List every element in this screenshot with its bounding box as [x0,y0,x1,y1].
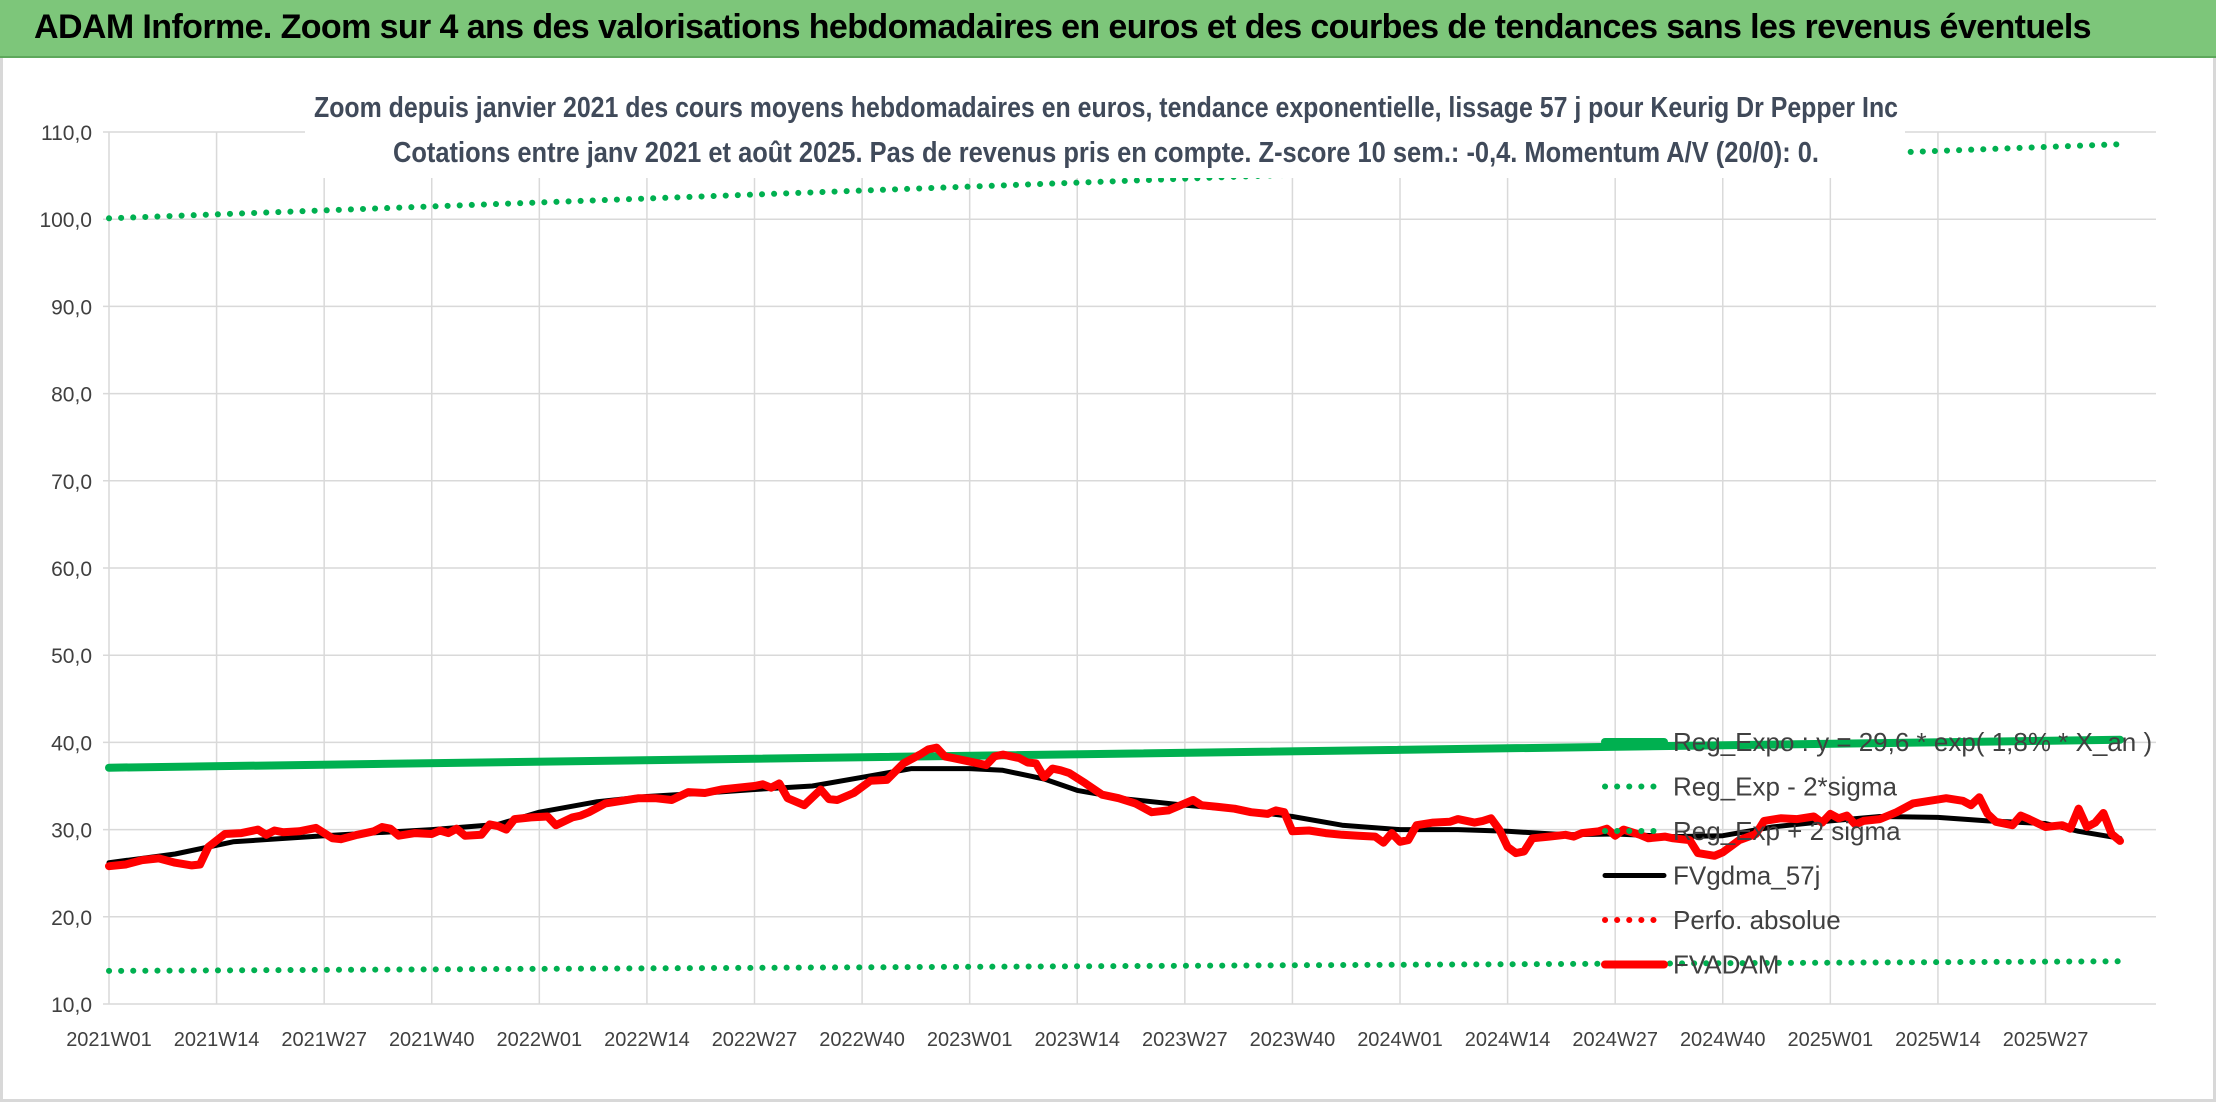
y-tick-label: 110,0 [41,122,92,145]
x-tick-label: 2023W27 [1142,1029,1228,1051]
y-tick-label: 20,0 [51,907,92,930]
y-tick-label: 10,0 [51,994,92,1017]
chart-grid [103,131,2156,1005]
legend-label-3: FVgdma_57j [1673,861,1820,891]
y-tick-label: 70,0 [51,471,92,494]
legend-label-0: Reg_Expo : y = 29,6 * exp( 1,8% * X_an ) [1673,727,2152,757]
y-tick-label: 50,0 [51,645,92,668]
legend-label-2: Reg_Exp + 2 sigma [1673,816,1901,846]
x-tick-label: 2025W14 [1895,1029,1981,1051]
y-tick-label: 100,0 [39,209,92,232]
x-tick-label: 2021W14 [174,1029,260,1051]
legend-label-1: Reg_Exp - 2*sigma [1673,772,1898,802]
x-tick-label: 2021W40 [389,1029,475,1051]
x-tick-label: 2025W01 [1788,1029,1874,1051]
x-tick-label: 2023W40 [1250,1029,1336,1051]
series-line-1 [106,958,2123,974]
chart-series [105,141,2124,974]
x-tick-label: 2024W27 [1572,1029,1658,1051]
x-tick-label: 2021W27 [281,1029,367,1051]
chart-title-block: Zoom depuis janvier 2021 des cours moyen… [305,82,1905,178]
x-tick-label: 2022W01 [497,1029,583,1051]
y-tick-label: 80,0 [51,384,92,407]
y-tick-label: 30,0 [51,820,92,843]
series-line-0 [105,735,2124,772]
chart-legend: Reg_Expo : y = 29,6 * exp( 1,8% * X_an )… [1601,727,2152,980]
chart-title-line-2: Cotations entre janv 2021 et août 2025. … [393,137,1819,169]
y-tick-label: 60,0 [51,558,92,581]
series-line-2 [106,141,2123,222]
x-tick-label: 2021W01 [66,1029,152,1051]
series-line-5 [105,743,2124,871]
x-tick-label: 2022W14 [604,1029,690,1051]
y-tick-label: 40,0 [51,732,92,755]
x-tick-label: 2024W01 [1357,1029,1443,1051]
report-banner: ADAM Informe. Zoom sur 4 ans des valoris… [0,0,2216,58]
report-title: ADAM Informe. Zoom sur 4 ans des valoris… [34,8,2092,46]
x-tick-label: 2024W14 [1465,1029,1551,1051]
chart-title-line-1: Zoom depuis janvier 2021 des cours moyen… [314,92,1898,124]
y-axis: 10,0 20,0 30,0 40,0 50,0 60,0 70,0 80,0 90,0 100,… [39,122,92,1017]
x-tick-label: 2025W27 [2003,1029,2089,1051]
legend-label-5: FVADAM [1673,950,1779,980]
x-axis: 2021W01 2021W14 2021W27 2021W40 2022W01 2022W… [66,1029,2088,1051]
x-tick-label: 2022W27 [712,1029,798,1051]
x-tick-label: 2022W40 [819,1029,905,1051]
legend-label-4: Perfo. absolue [1673,905,1841,935]
x-tick-label: 2023W14 [1034,1029,1120,1051]
x-tick-label: 2024W40 [1680,1029,1766,1051]
x-tick-label: 2023W01 [927,1029,1013,1051]
title-background [305,82,1905,178]
y-tick-label: 90,0 [51,296,92,319]
